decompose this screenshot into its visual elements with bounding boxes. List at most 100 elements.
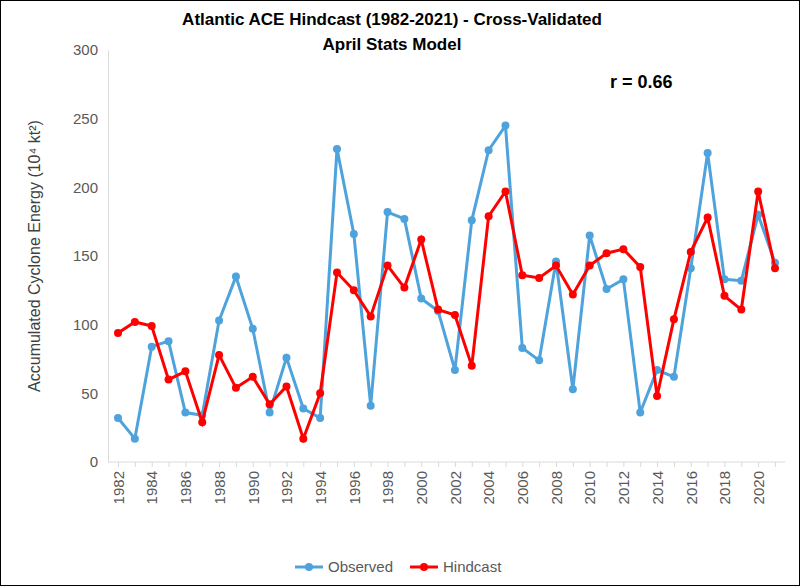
series-marker xyxy=(367,402,375,410)
frame xyxy=(1,1,800,586)
x-tick-mark xyxy=(135,462,136,467)
x-tick-label: 2000 xyxy=(413,471,430,504)
series-marker xyxy=(417,295,425,303)
series-marker xyxy=(737,306,745,314)
x-tick xyxy=(674,462,675,467)
series-marker xyxy=(535,274,543,282)
x-tick-mark xyxy=(118,462,119,467)
series-marker xyxy=(586,231,594,239)
x-tick-label: 2020 xyxy=(750,471,767,504)
series-marker xyxy=(165,337,173,345)
series-marker xyxy=(282,382,290,390)
x-tick: 2008 xyxy=(548,462,565,504)
chart: Atlantic ACE Hindcast (1982-2021) - Cros… xyxy=(0,0,800,586)
x-tick-mark xyxy=(691,462,692,467)
x-tick xyxy=(607,462,608,467)
series-marker xyxy=(771,264,779,272)
series-marker xyxy=(485,146,493,154)
series-marker xyxy=(704,149,712,157)
annotation: r = 0.66 xyxy=(610,72,673,92)
series-marker xyxy=(603,249,611,257)
series-marker xyxy=(619,245,627,253)
x-tick xyxy=(708,462,709,467)
legend-label: Hindcast xyxy=(443,558,502,575)
x-tick-mark xyxy=(724,462,725,467)
series-marker xyxy=(518,271,526,279)
series-marker xyxy=(333,145,341,153)
series-marker xyxy=(485,212,493,220)
x-tick xyxy=(303,462,304,467)
series-marker xyxy=(400,215,408,223)
x-tick xyxy=(135,462,136,467)
y-axis-line xyxy=(108,51,109,463)
x-tick: 1994 xyxy=(312,462,329,504)
x-tick xyxy=(472,462,473,467)
x-tick xyxy=(539,462,540,467)
x-tick-mark xyxy=(270,462,271,467)
x-tick-label: 1998 xyxy=(379,471,396,504)
series-marker xyxy=(249,325,257,333)
series-marker xyxy=(384,208,392,216)
series-marker xyxy=(653,392,661,400)
y-tick: 200 xyxy=(73,179,108,196)
x-tick-label: 2006 xyxy=(514,471,531,504)
x-tick-mark xyxy=(590,462,591,467)
y-tick-label: 100 xyxy=(73,316,98,333)
x-tick-mark xyxy=(455,462,456,467)
x-tick xyxy=(741,462,742,467)
x-tick-mark xyxy=(674,462,675,467)
series-marker xyxy=(299,404,307,412)
series-marker xyxy=(131,435,139,443)
x-tick-mark xyxy=(741,462,742,467)
series-marker xyxy=(114,329,122,337)
x-tick-mark xyxy=(775,462,776,467)
series-marker xyxy=(501,187,509,195)
x-tick-mark xyxy=(286,462,287,467)
x-tick-mark xyxy=(556,462,557,467)
x-tick-mark xyxy=(438,462,439,467)
series-marker xyxy=(619,275,627,283)
series-marker xyxy=(148,322,156,330)
x-tick xyxy=(202,462,203,467)
series-marker xyxy=(181,367,189,375)
x-tick-label: 1996 xyxy=(346,471,363,504)
series-marker xyxy=(687,248,695,256)
x-tick: 2004 xyxy=(480,462,497,504)
series-marker xyxy=(316,414,324,422)
x-tick-mark xyxy=(337,462,338,467)
series-marker xyxy=(232,384,240,392)
series-marker xyxy=(468,216,476,224)
series-marker xyxy=(282,354,290,362)
series-marker xyxy=(299,435,307,443)
legend-label: Observed xyxy=(328,558,393,575)
x-tick-mark xyxy=(169,462,170,467)
series-marker xyxy=(501,122,509,130)
series-marker xyxy=(636,263,644,271)
series-line xyxy=(118,126,775,439)
series-marker xyxy=(468,362,476,370)
x-axis-line xyxy=(108,462,785,463)
series-marker xyxy=(333,268,341,276)
x-tick-mark xyxy=(708,462,709,467)
x-tick xyxy=(404,462,405,467)
series-marker xyxy=(266,400,274,408)
x-tick-label: 1986 xyxy=(177,471,194,504)
series-marker xyxy=(400,284,408,292)
series-marker xyxy=(350,230,358,238)
x-tick xyxy=(438,462,439,467)
series-marker xyxy=(518,344,526,352)
x-tick: 2018 xyxy=(716,462,733,504)
x-tick-label: 2004 xyxy=(480,471,497,504)
x-tick xyxy=(775,462,776,467)
x-tick xyxy=(371,462,372,467)
series-marker xyxy=(114,414,122,422)
x-tick: 2006 xyxy=(514,462,531,504)
y-tick: 50 xyxy=(81,385,108,402)
x-tick-label: 1984 xyxy=(143,471,160,504)
x-tick: 1986 xyxy=(177,462,194,504)
subtitle: April Stats Model xyxy=(323,35,462,54)
series-marker xyxy=(165,376,173,384)
x-tick: 2002 xyxy=(447,462,464,504)
x-tick-mark xyxy=(623,462,624,467)
x-tick-mark xyxy=(472,462,473,467)
